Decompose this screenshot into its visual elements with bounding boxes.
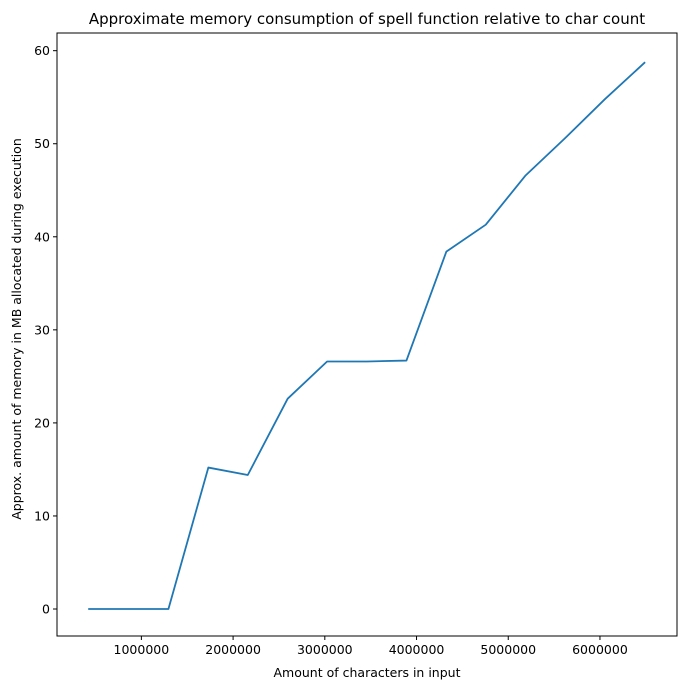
y-tick-label: 20 (34, 415, 50, 430)
y-axis-ticks: 0 10 20 30 40 50 60 (34, 43, 57, 617)
axes-frame (56, 32, 678, 637)
x-axis-ticks: 1000000 2000000 3000000 4000000 5000000 60000… (114, 636, 628, 657)
y-tick-label: 40 (34, 229, 50, 244)
x-tick-label: 6000000 (572, 642, 628, 657)
y-tick-label: 60 (34, 43, 50, 58)
series-line-0 (88, 61, 646, 610)
x-tick-label: 4000000 (389, 642, 445, 657)
y-tick-label: 30 (34, 322, 50, 337)
y-tick-label: 0 (42, 602, 50, 617)
y-tick-label: 10 (34, 508, 50, 523)
y-axis-label: Approx. amount of memory in MB allocated… (9, 138, 24, 520)
x-tick-label: 5000000 (480, 642, 536, 657)
chart-title: Approximate memory consumption of spell … (89, 10, 645, 28)
x-tick-label: 3000000 (297, 642, 353, 657)
plot-area (56, 32, 678, 637)
x-tick-label: 2000000 (205, 642, 261, 657)
x-tick-label: 1000000 (114, 642, 170, 657)
y-tick-label: 50 (34, 136, 50, 151)
x-axis-label: Amount of characters in input (274, 665, 461, 680)
